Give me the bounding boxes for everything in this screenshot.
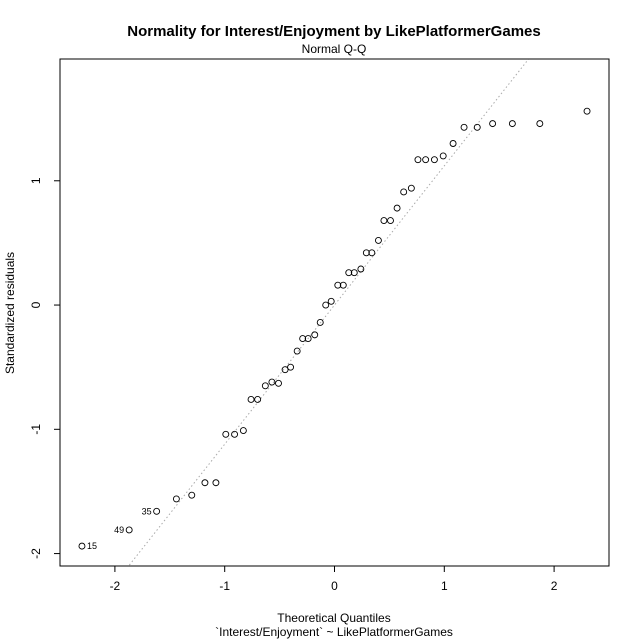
- data-point: [393, 204, 401, 212]
- data-point: [188, 491, 196, 499]
- points-group: 15 49 35: [78, 107, 591, 551]
- point-label: 49: [114, 525, 124, 535]
- data-point: [449, 140, 457, 147]
- data-point: [281, 366, 289, 374]
- x-tick-label: -2: [110, 579, 121, 593]
- data-point: [430, 156, 438, 164]
- data-point: [153, 507, 161, 515]
- chart-title: Normality for Interest/Enjoyment by Like…: [127, 23, 540, 40]
- data-point: [293, 347, 301, 355]
- data-point: [222, 430, 230, 438]
- data-point: [247, 396, 255, 403]
- x-axis-sublabel: `Interest/Enjoyment` ~ LikePlatformerGam…: [215, 625, 453, 639]
- plot-frame: [59, 58, 610, 567]
- y-tick-label: 1: [29, 177, 43, 184]
- data-point: [368, 249, 376, 257]
- y-axis-label: Standardized residuals: [3, 252, 17, 374]
- point-label: 15: [87, 541, 97, 551]
- data-point: [362, 249, 370, 257]
- data-point: [287, 363, 295, 371]
- data-point: [439, 152, 447, 160]
- x-tick-label: 0: [331, 579, 338, 593]
- data-point: [536, 120, 544, 128]
- data-point: [311, 331, 319, 339]
- data-point: [583, 107, 591, 115]
- data-point: [473, 123, 481, 131]
- x-axis-label: Theoretical Quantiles: [277, 611, 390, 625]
- y-tick-label: -1: [29, 424, 43, 435]
- data-point: [357, 265, 365, 273]
- data-point: [422, 156, 430, 164]
- reference-line-group: [127, 59, 530, 566]
- data-point: [172, 495, 180, 503]
- data-point: [78, 542, 86, 550]
- data-point: [239, 427, 247, 435]
- data-point: [304, 335, 312, 343]
- data-point: [400, 188, 408, 196]
- data-point: [212, 479, 220, 487]
- data-point: [387, 217, 394, 224]
- data-point: [374, 236, 382, 244]
- data-point: [299, 335, 307, 343]
- data-point: [345, 269, 353, 277]
- data-point: [268, 378, 276, 386]
- data-point: [407, 184, 415, 192]
- point-label: 35: [142, 506, 152, 516]
- reference-line: [127, 59, 530, 566]
- data-point: [350, 269, 358, 277]
- data-point: [380, 217, 388, 224]
- y-tick-label: -2: [29, 548, 43, 559]
- data-point: [201, 479, 209, 487]
- data-point: [316, 318, 324, 326]
- data-point: [275, 379, 282, 387]
- data-point: [460, 123, 468, 131]
- data-point: [327, 297, 335, 305]
- x-tick-label: 1: [441, 579, 448, 593]
- y-axis: -2 -1 0 1: [29, 177, 60, 559]
- data-point: [261, 382, 269, 390]
- data-point: [334, 281, 342, 289]
- data-point: [508, 120, 516, 128]
- chart-subtitle: Normal Q-Q: [302, 42, 367, 56]
- x-tick-label: -1: [219, 579, 230, 593]
- x-tick-label: 2: [551, 579, 558, 593]
- data-point: [125, 526, 133, 534]
- x-axis: -2 -1 0 1 2: [110, 566, 558, 593]
- y-tick-label: 0: [29, 301, 43, 308]
- data-point: [231, 430, 239, 438]
- data-point: [489, 120, 497, 128]
- data-point: [322, 301, 330, 309]
- data-point: [414, 156, 422, 164]
- data-point: [254, 396, 262, 403]
- data-point: [339, 281, 347, 289]
